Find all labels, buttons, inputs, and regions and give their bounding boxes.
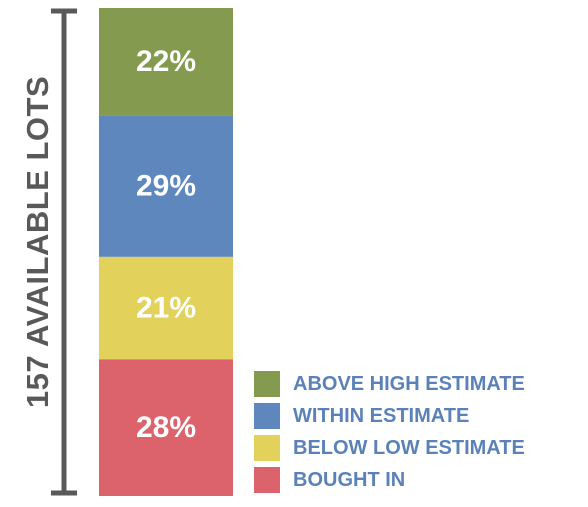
legend-label: ABOVE HIGH ESTIMATE [293,373,525,395]
segment-value-label: 28% [136,411,196,444]
bar-segment-1 [99,8,233,116]
legend-swatch [254,371,280,397]
legend-label: BELOW LOW ESTIMATE [293,437,525,459]
segment-value-label: 29% [136,170,196,203]
lots-bracket [51,8,77,496]
segment-value-label: 21% [136,292,196,325]
bar-segment-2 [99,115,233,257]
bar-segment-3 [99,256,233,360]
legend-swatch [254,435,280,461]
legend-label: WITHIN ESTIMATE [293,405,469,427]
bar-segment-4 [99,359,233,496]
segment-value-label: 22% [136,45,196,78]
legend-swatch [254,467,280,493]
legend-swatch [254,403,280,429]
legend: ABOVE HIGH ESTIMATE WITHIN ESTIMATE BELOW … [254,371,525,493]
legend-label: BOUGHT IN [293,469,405,491]
bar-segments: 22% 29% 21% 28% [99,8,233,496]
axis-title: 157 AVAILABLE LOTS [20,76,55,408]
